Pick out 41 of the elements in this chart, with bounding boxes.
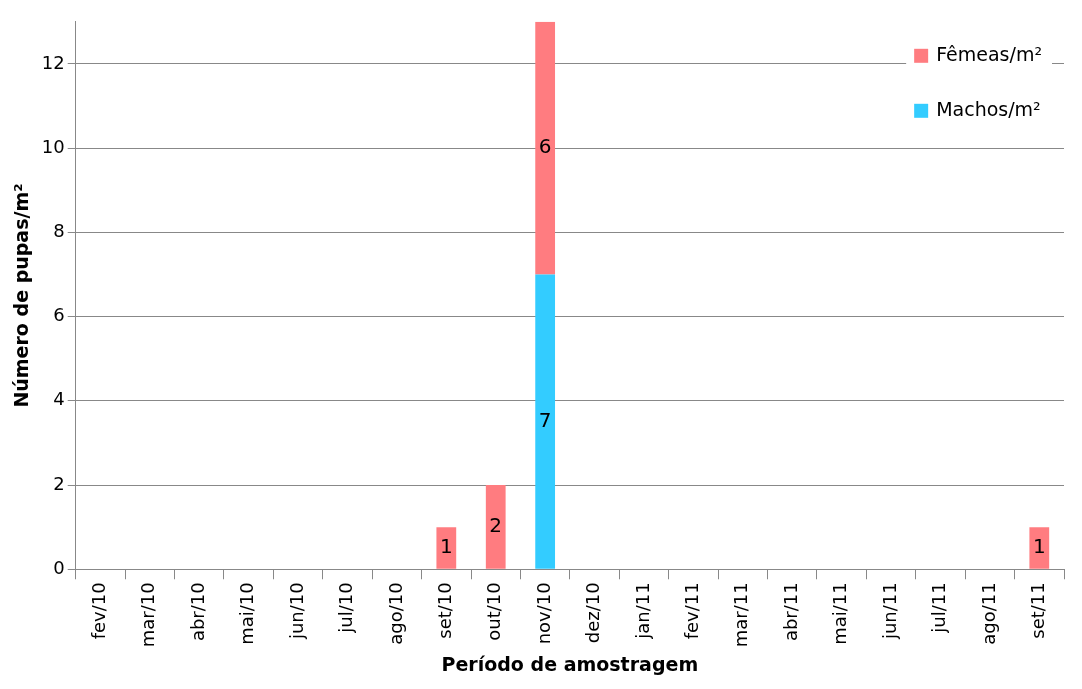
x-tick-label: jan/11 [631,582,653,640]
x-tick-label: mar/10 [137,582,159,648]
x-tick-label: dez/10 [582,582,604,644]
data-label: 6 [538,134,552,159]
x-tick-label: fev/10 [88,582,110,640]
x-tick-label: set/10 [433,582,455,639]
data-label: 1 [439,534,453,559]
x-tick-label: jul/10 [335,582,357,634]
x-tick-label: ago/11 [977,582,999,645]
y-tick-label: 2 [53,472,65,494]
data-label: 2 [489,513,503,538]
data-label: 1 [1032,534,1046,559]
x-tick-label: mai/11 [829,582,851,645]
x-tick-label: jun/10 [285,582,307,641]
x-tick-label: fev/11 [681,582,703,640]
legend-label: Fêmeas/m² [936,42,1043,65]
y-tick-label: 12 [41,51,65,73]
x-tick-label: jul/11 [928,582,950,634]
y-tick-label: 10 [41,135,65,157]
bar [436,527,457,569]
data-label: 7 [538,407,552,432]
x-tick-label: ago/10 [384,582,406,645]
x-tick-label: mar/11 [730,582,752,648]
x-tick-label: jun/11 [878,582,900,641]
x-tick-label: abr/10 [186,582,208,642]
y-tick-label: 4 [53,388,65,410]
bar [535,21,556,275]
y-tick-label: 8 [53,220,65,242]
bar [535,274,556,569]
bar [1029,527,1050,569]
bar [485,485,506,569]
x-tick-label: nov/10 [532,582,554,645]
y-tick-label: 0 [53,556,65,578]
x-tick-label: set/11 [1026,582,1048,639]
y-tick-label: 6 [53,304,65,326]
x-tick-label: mai/10 [236,582,258,645]
x-tick-label: out/10 [483,582,505,641]
x-tick-label: abr/11 [779,582,801,642]
y-axis-title: Número de pupas/m² [10,183,33,408]
legend-label: Machos/m² [936,97,1041,120]
x-axis-title: Período de amostragem [441,652,699,675]
